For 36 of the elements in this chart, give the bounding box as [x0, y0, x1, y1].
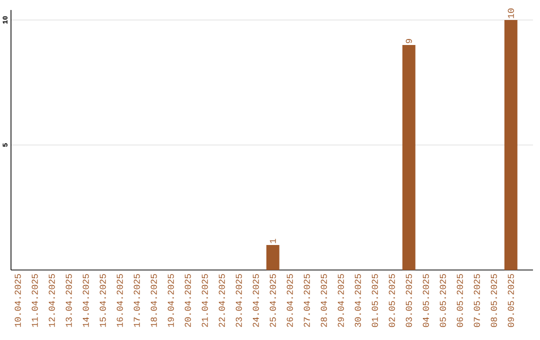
x-tick-label: 02.05.2025 [388, 274, 395, 327]
x-tick-label: 05.05.2025 [440, 274, 446, 327]
x-tick-label: 18.04.2025 [150, 274, 157, 327]
x-tick-label: 19.04.2025 [168, 274, 174, 327]
data-label: 9 [406, 39, 412, 44]
x-tick-label: 04.05.2025 [422, 274, 429, 327]
bar [266, 245, 280, 270]
x-tick-label: 12.04.2025 [48, 274, 55, 327]
x-tick-label: 28.04.2025 [320, 274, 327, 327]
x-tick-label: 29.04.2025 [338, 274, 344, 327]
x-tick-label: 27.04.2025 [304, 274, 310, 327]
x-tick-label: 10.04.2025 [14, 274, 21, 327]
x-tick-label: 26.04.2025 [286, 274, 293, 327]
data-label: 10 [508, 8, 514, 18]
x-tick-label: 23.04.2025 [236, 274, 242, 327]
bar [402, 44, 416, 270]
x-tick-label: 06.05.2025 [456, 274, 463, 327]
x-tick-label: 03.05.2025 [406, 274, 412, 327]
x-tick-label: 17.04.2025 [134, 274, 140, 327]
x-tick-label: 20.04.2025 [184, 274, 191, 327]
x-tick-label: 01.05.2025 [372, 274, 378, 327]
x-tick-label: 22.04.2025 [218, 274, 225, 327]
x-tick-label: 25.04.2025 [270, 274, 276, 327]
x-tick-label: 13.04.2025 [66, 274, 72, 327]
x-tick-label: 24.04.2025 [252, 274, 259, 327]
x-tick-label: 08.05.2025 [490, 274, 497, 327]
x-tick-label: 11.04.2025 [32, 274, 38, 327]
bar [504, 20, 518, 270]
x-tick-label: 15.04.2025 [100, 274, 106, 327]
x-tick-label: 30.04.2025 [354, 274, 361, 327]
x-tick-label: 21.04.2025 [202, 274, 208, 327]
data-label: 1 [270, 238, 276, 244]
x-tick-label: 16.04.2025 [116, 274, 123, 327]
x-tick-label: 07.05.2025 [474, 274, 480, 327]
x-tick-label: 09.05.2025 [508, 274, 514, 327]
x-tick-label: 14.04.2025 [82, 274, 89, 327]
